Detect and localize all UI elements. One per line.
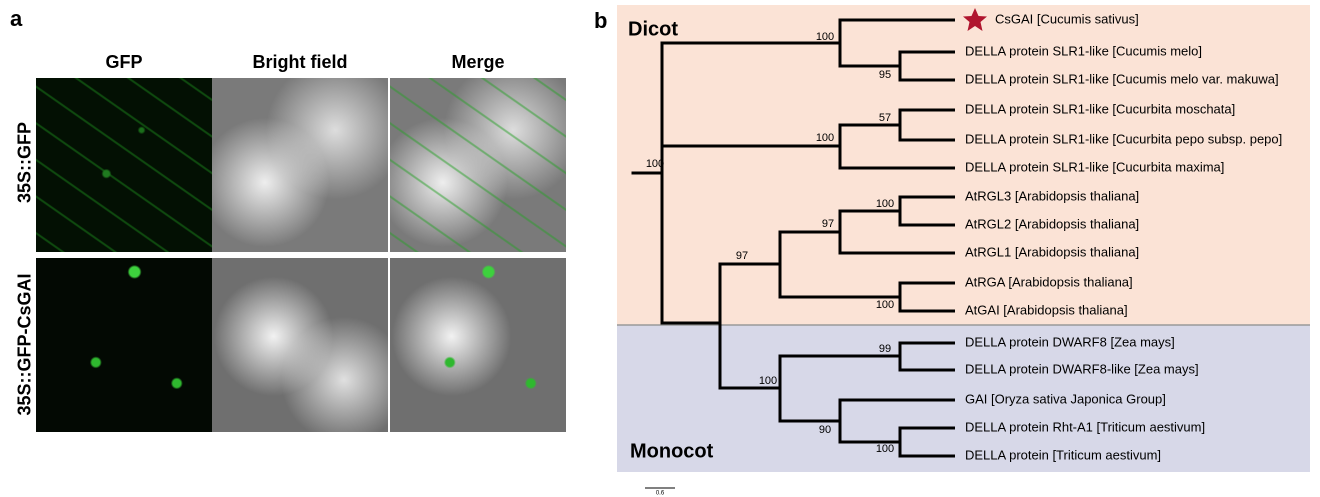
leaf-label: DELLA protein SLR1-like [Cucurbita pepo … [965, 131, 1282, 146]
bootstrap-value: 97 [822, 218, 834, 230]
page: a GFP Bright field Merge 35S::GFP 35S::G… [0, 0, 1320, 497]
bootstrap-value: 95 [879, 69, 891, 81]
leaf-label: AtRGL1 [Arabidopsis thaliana] [965, 244, 1139, 259]
leaf-label: AtRGL3 [Arabidopsis thaliana] [965, 188, 1139, 203]
bootstrap-value: 100 [876, 299, 894, 311]
bootstrap-value: 100 [876, 198, 894, 210]
bootstrap-value: 100 [816, 31, 834, 43]
bootstrap-value: 100 [876, 443, 894, 455]
leaf-label: DELLA protein SLR1-like [Cucumis melo va… [965, 71, 1279, 86]
bootstrap-value: 100 [759, 375, 777, 387]
bootstrap-value: 100 [816, 132, 834, 144]
leaf-label: CsGAI [Cucumis sativus] [995, 11, 1139, 26]
leaf-label: AtGAI [Arabidopsis thaliana] [965, 302, 1128, 317]
leaf-label: AtRGA [Arabidopsis thaliana] [965, 274, 1133, 289]
leaf-label: DELLA protein Rht-A1 [Triticum aestivum] [965, 419, 1205, 434]
leaf-label: DELLA protein [Triticum aestivum] [965, 447, 1161, 462]
leaf-label: DELLA protein SLR1-like [Cucurbita maxim… [965, 159, 1224, 174]
bootstrap-value: 100 [646, 158, 664, 170]
bootstrap-value: 97 [736, 250, 748, 262]
clade-label: Monocot [630, 440, 714, 462]
bootstrap-value: 90 [819, 424, 831, 436]
leaf-label: DELLA protein DWARF8 [Zea mays] [965, 334, 1175, 349]
leaf-label: AtRGL2 [Arabidopsis thaliana] [965, 216, 1139, 231]
leaf-label: DELLA protein SLR1-like [Cucumis melo] [965, 43, 1202, 58]
bootstrap-value: 99 [879, 343, 891, 355]
leaf-label: GAI [Oryza sativa Japonica Group] [965, 391, 1166, 406]
panel-b: b Dicot Monocot 0.6 CsGAI [Cucumis sativ… [0, 0, 1320, 497]
clade-label: Dicot [628, 18, 678, 40]
bootstrap-value: 57 [879, 112, 891, 124]
leaf-label: DELLA protein DWARF8-like [Zea mays] [965, 361, 1199, 376]
leaf-label: DELLA protein SLR1-like [Cucurbita mosch… [965, 101, 1235, 116]
scale-label: 0.6 [656, 491, 665, 497]
panel-label: b [594, 8, 607, 33]
